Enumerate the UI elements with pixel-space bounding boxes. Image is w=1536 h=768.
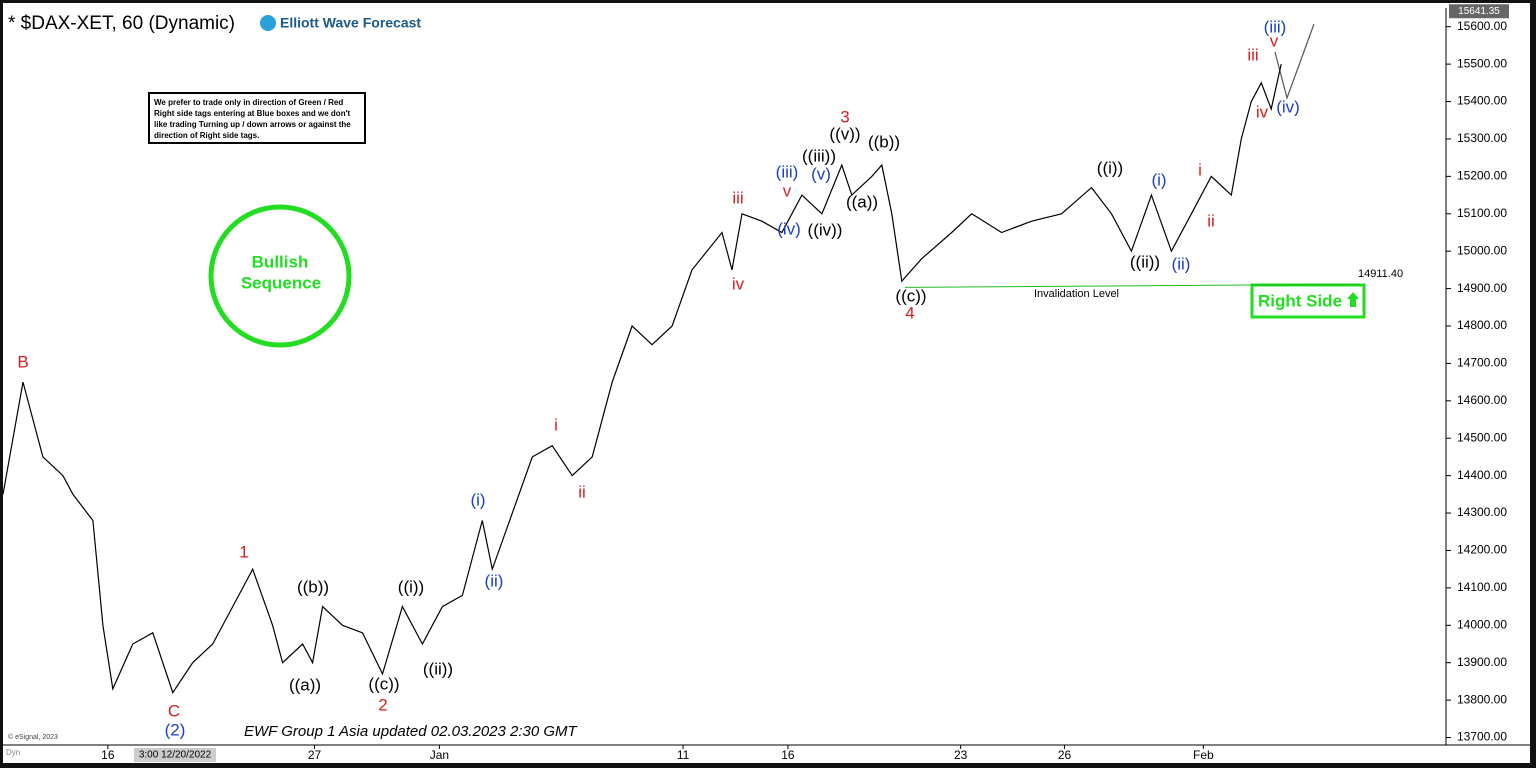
y-tick-label: 15400.00 xyxy=(1457,94,1507,108)
wave-label: ((iv)) xyxy=(808,220,843,239)
y-tick-label: 13800.00 xyxy=(1457,692,1507,706)
badge-circle xyxy=(208,204,352,348)
x-tick-label: 16 xyxy=(781,748,795,762)
y-tick-label: 14500.00 xyxy=(1457,430,1507,444)
y-tick-label: 15100.00 xyxy=(1457,206,1507,220)
wave-label: C xyxy=(168,701,180,720)
corner-label: Dyn xyxy=(6,748,20,757)
logo: Elliott Wave Forecast xyxy=(280,15,421,31)
cursor-date: 3:00 12/20/2022 xyxy=(139,750,212,761)
wave-label: (ii) xyxy=(485,571,504,590)
x-tick-label: Feb xyxy=(1193,748,1214,762)
wave-label: (i) xyxy=(470,490,485,509)
wave-label: ((c)) xyxy=(895,286,926,305)
wave-label: v xyxy=(1270,31,1279,50)
wave-label: (iv) xyxy=(777,219,801,238)
wave-label: i xyxy=(1198,160,1202,179)
wave-label: (ii) xyxy=(1172,254,1191,273)
copyright: © eSignal, 2023 xyxy=(8,733,58,741)
y-tick-label: 14900.00 xyxy=(1457,281,1507,295)
logo-icon xyxy=(260,15,276,31)
y-tick-label: 15600.00 xyxy=(1457,19,1507,33)
wave-label: ((ii)) xyxy=(1130,252,1160,271)
wave-label: ((b)) xyxy=(297,577,329,596)
wave-label: i xyxy=(554,415,558,434)
y-tick-label: 13700.00 xyxy=(1457,730,1507,744)
wave-label: ii xyxy=(1207,211,1215,230)
wave-label: iii xyxy=(732,188,743,207)
y-tick-label: 14800.00 xyxy=(1457,318,1507,332)
y-tick-label: 15000.00 xyxy=(1457,243,1507,257)
badge-text: Sequence xyxy=(241,273,321,292)
badge-text: Bullish xyxy=(252,252,309,271)
wave-label: (v) xyxy=(811,164,831,183)
y-tick-label: 14700.00 xyxy=(1457,356,1507,370)
y-tick-label: 14100.00 xyxy=(1457,580,1507,594)
cursor-date-box xyxy=(134,748,216,762)
wave-label: iv xyxy=(732,274,745,293)
wave-label: ii xyxy=(578,482,586,501)
x-tick-label: 26 xyxy=(1058,748,1072,762)
y-tick-label: 15500.00 xyxy=(1457,56,1507,70)
invalidation-text: Invalidation Level xyxy=(1034,288,1119,300)
y-tick-label: 14000.00 xyxy=(1457,617,1507,631)
wave-label: ((i)) xyxy=(398,577,424,596)
up-arrow xyxy=(1347,292,1359,307)
footer: EWF Group 1 Asia updated 02.03.2023 2:30… xyxy=(244,723,579,740)
trading-note: We prefer to trade only in direction of … xyxy=(148,92,366,144)
wave-label: ((a)) xyxy=(846,192,878,211)
wave-label: iv xyxy=(1256,102,1269,121)
wave-label: ((iii)) xyxy=(802,146,836,165)
wave-label: (iv) xyxy=(1276,97,1300,116)
wave-label: ((v)) xyxy=(829,124,860,143)
wave-label: ((ii)) xyxy=(423,659,453,678)
x-tick-label: 23 xyxy=(954,748,968,762)
y-tick-label: 14400.00 xyxy=(1457,468,1507,482)
wave-label: ((a)) xyxy=(289,675,321,694)
wave-label: B xyxy=(17,352,28,371)
chart-title: * $DAX-XET, 60 (Dynamic) xyxy=(8,13,235,34)
right-side-label: Right Side xyxy=(1258,291,1342,310)
x-tick-label: Jan xyxy=(430,748,449,762)
price-line xyxy=(2,63,1282,694)
wave-label: v xyxy=(783,181,792,200)
wave-label: 2 xyxy=(378,695,387,714)
wave-label: 3 xyxy=(840,107,849,126)
x-tick-label: 11 xyxy=(677,748,690,762)
wave-label: (2) xyxy=(165,720,186,739)
last-price-tag xyxy=(1449,4,1509,19)
y-tick-label: 14600.00 xyxy=(1457,393,1507,407)
last-price-label: 15641.35 xyxy=(1458,6,1500,17)
x-tick-label: 27 xyxy=(308,748,322,762)
wave-label: ((i)) xyxy=(1097,158,1123,177)
wave-label: 4 xyxy=(905,303,914,322)
y-tick-label: 13900.00 xyxy=(1457,655,1507,669)
invalidation-line xyxy=(904,283,1361,288)
wave-label: (iii) xyxy=(1264,17,1287,36)
wave-label: iii xyxy=(1247,45,1258,64)
right-side-box xyxy=(1250,283,1366,319)
wave-label: (iii) xyxy=(776,162,799,181)
x-tick-label: 16 xyxy=(101,748,115,762)
invalidation-value: 14911.40 xyxy=(1358,268,1403,280)
y-tick-label: 14200.00 xyxy=(1457,543,1507,557)
y-tick-label: 14300.00 xyxy=(1457,505,1507,519)
wave-label: ((c)) xyxy=(368,674,399,693)
y-tick-label: 15300.00 xyxy=(1457,131,1507,145)
projection-path xyxy=(1274,23,1315,101)
y-tick-label: 15200.00 xyxy=(1457,169,1507,183)
wave-label: ((b)) xyxy=(868,132,900,151)
wave-label: (i) xyxy=(1151,170,1166,189)
wave-label: 1 xyxy=(239,542,248,561)
